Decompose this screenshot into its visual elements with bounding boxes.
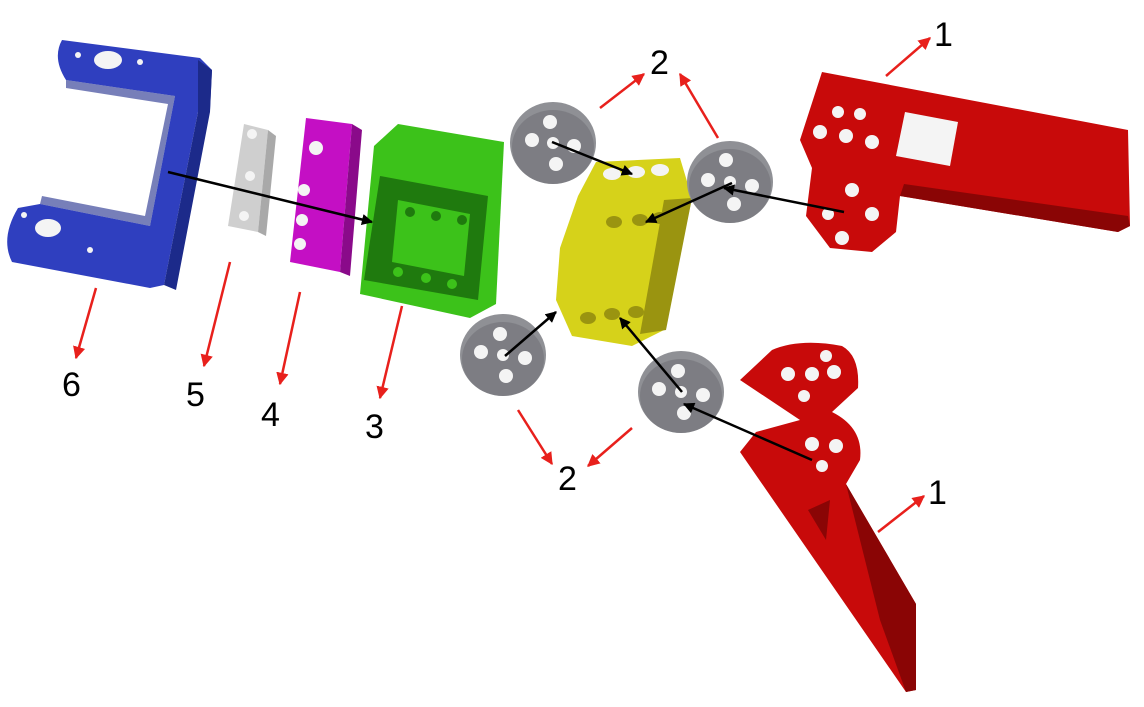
callout-arrow-2-top-right — [678, 72, 720, 139]
assembly-arrow-horn-to-hub-top — [551, 140, 634, 176]
callout-label-arm-top: 1 — [934, 16, 953, 54]
callout-arrow-2-top-left — [599, 73, 645, 109]
red-arm-top-part — [800, 72, 1130, 252]
assembly-arrow-arm-to-horn-top — [722, 184, 845, 214]
spacer-block-part — [290, 118, 362, 276]
red-arm-bottom-part — [740, 342, 916, 692]
mounting-plate-part — [228, 124, 276, 236]
callout-label-horns-bottom: 2 — [558, 460, 577, 498]
callout-label-horns-top: 2 — [650, 44, 669, 82]
callout-label-bracket: 6 — [62, 366, 81, 404]
servo-housing-part — [360, 124, 504, 318]
callout-label-arm-bottom: 1 — [928, 474, 947, 512]
assembly-arrow-horn-to-hub-right — [644, 181, 733, 224]
callout-label-plate: 5 — [186, 376, 205, 414]
callout-label-servo: 3 — [365, 408, 384, 446]
u-bracket-part — [7, 40, 213, 290]
callout-arrow-1-top — [885, 37, 931, 77]
callout-arrow-4 — [276, 291, 302, 386]
callout-arrow-1-bottom — [877, 495, 925, 533]
callout-arrow-5 — [200, 261, 232, 368]
servo-horn-top-right — [687, 141, 773, 223]
callout-arrow-6 — [73, 287, 98, 360]
callout-arrows — [73, 37, 931, 533]
assembly-arrow-horn-to-hub-left — [504, 311, 557, 357]
assembly-arrows — [167, 140, 845, 462]
assembly-arrow-bracket-to-servo — [167, 170, 374, 226]
callout-arrow-2-bottom-right — [587, 427, 633, 467]
assembly-arrow-arm-to-horn-bottom — [682, 402, 813, 462]
callout-arrow-3 — [376, 305, 404, 400]
yellow-hub-part — [556, 158, 692, 346]
servo-horn-bottom-left — [460, 314, 546, 396]
callout-arrow-2-bottom-left — [516, 409, 554, 466]
assembly-arrow-horn-to-hub-bottom — [619, 317, 683, 393]
callout-label-spacer: 4 — [261, 396, 280, 434]
